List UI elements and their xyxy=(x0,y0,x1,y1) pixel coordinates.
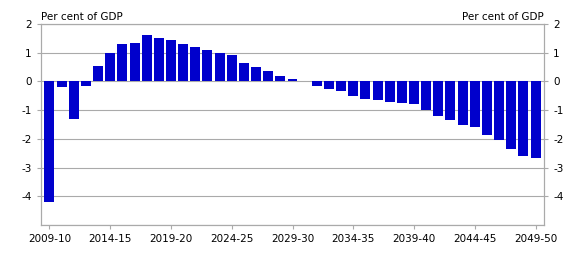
Bar xyxy=(506,81,516,149)
Bar xyxy=(433,81,443,116)
Bar xyxy=(263,71,273,81)
Bar xyxy=(470,81,480,127)
Bar xyxy=(457,81,467,125)
Bar xyxy=(129,43,139,81)
Bar xyxy=(324,81,334,89)
Bar xyxy=(81,81,91,86)
Bar xyxy=(227,55,237,81)
Bar xyxy=(142,35,152,81)
Bar xyxy=(373,81,383,100)
Bar xyxy=(397,81,407,103)
Bar xyxy=(482,81,492,135)
Bar xyxy=(336,81,346,91)
Bar xyxy=(276,76,285,81)
Bar xyxy=(105,53,115,81)
Bar xyxy=(494,81,504,140)
Bar xyxy=(166,40,176,81)
Bar xyxy=(215,53,225,81)
Bar xyxy=(287,78,298,81)
Bar xyxy=(409,81,419,104)
Bar xyxy=(518,81,528,156)
Bar xyxy=(69,81,79,119)
Bar xyxy=(348,81,358,96)
Bar xyxy=(57,81,67,87)
Bar xyxy=(385,81,395,101)
Text: Per cent of GDP: Per cent of GDP xyxy=(462,12,544,22)
Bar xyxy=(312,81,322,86)
Bar xyxy=(118,44,128,81)
Bar xyxy=(421,81,431,110)
Bar xyxy=(154,38,164,81)
Bar xyxy=(239,63,249,81)
Bar xyxy=(531,81,541,158)
Bar xyxy=(44,81,54,202)
Bar xyxy=(202,50,212,81)
Text: Per cent of GDP: Per cent of GDP xyxy=(41,12,123,22)
Bar xyxy=(93,65,103,81)
Bar xyxy=(190,47,200,81)
Bar xyxy=(446,81,456,120)
Bar xyxy=(251,67,261,81)
Bar xyxy=(178,44,188,81)
Bar xyxy=(360,81,370,99)
